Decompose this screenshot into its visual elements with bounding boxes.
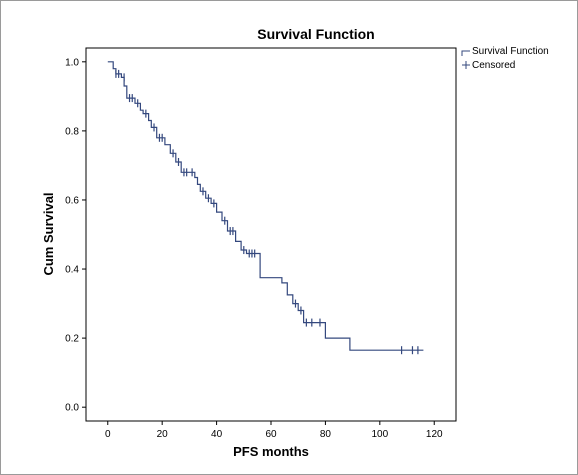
x-tick-label: 0 <box>105 429 111 440</box>
x-tick-label: 60 <box>265 429 277 440</box>
y-tick-label: 0.4 <box>65 265 79 276</box>
y-tick-label: 1.0 <box>65 57 79 68</box>
plot-area <box>85 47 457 422</box>
y-axis: 0.0 0.2 0.4 0.6 0.8 1.0 <box>65 57 86 414</box>
survival-function-line <box>107 61 424 351</box>
y-tick-label: 0.6 <box>65 195 79 206</box>
plot-border <box>85 47 457 422</box>
x-axis-label: PFS months <box>233 444 309 459</box>
x-tick-label: 20 <box>157 429 169 440</box>
y-tick-label: 0.0 <box>65 403 79 414</box>
y-tick-label: 0.2 <box>65 334 79 345</box>
y-tick-label: 0.8 <box>65 126 79 137</box>
chart-title: Survival Function <box>257 26 374 42</box>
legend-label-survival-function: Survival Function <box>472 46 549 57</box>
x-tick-label: 40 <box>211 429 223 440</box>
x-tick-label: 80 <box>320 429 332 440</box>
x-tick-label: 100 <box>371 429 388 440</box>
legend-label-censored: Censored <box>472 60 515 71</box>
legend-swatch-survival-function <box>461 50 470 56</box>
x-tick-label: 120 <box>426 429 443 440</box>
x-axis: 0 20 40 60 80 100 120 <box>105 421 443 440</box>
series-layer <box>107 61 424 355</box>
legend: Survival Function Censored <box>461 46 549 71</box>
y-axis-label: Cum Survival <box>41 192 56 275</box>
